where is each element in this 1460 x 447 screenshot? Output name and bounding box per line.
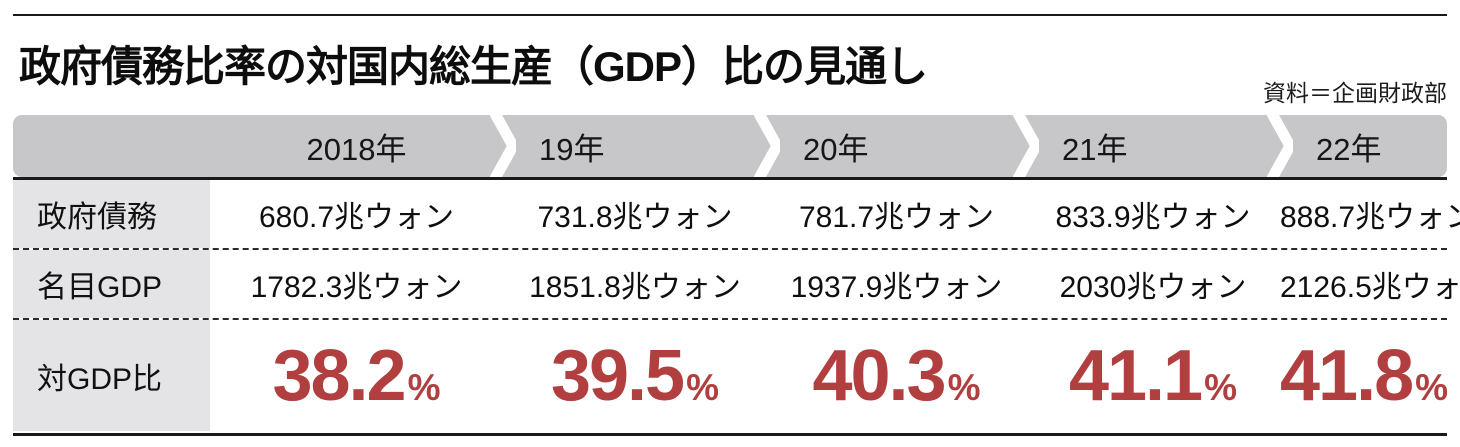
cell-debt-2018: 680.7兆ウォン	[258, 201, 455, 234]
chevron-right-icon	[1267, 115, 1293, 177]
percent-sign: %	[407, 366, 441, 408]
percent-sign: %	[947, 366, 981, 408]
table-body: 政府債務 680.7兆ウォン 731.8兆ウォン 781.7兆ウォン 833.9…	[13, 180, 1460, 431]
percent-sign: %	[1415, 366, 1449, 408]
header-divider	[13, 177, 1447, 180]
header-spacer	[13, 115, 210, 177]
top-divider	[13, 14, 1447, 16]
table-row-government-debt: 政府債務 680.7兆ウォン 731.8兆ウォン 781.7兆ウォン 833.9…	[13, 180, 1460, 250]
chevron-right-icon	[490, 115, 516, 177]
percent-sign: %	[1204, 366, 1238, 408]
source-credit: 資料＝企画財政部	[1263, 80, 1447, 106]
pct-2018: 38.2%	[210, 335, 503, 417]
pct-value: 41.8	[1280, 335, 1414, 416]
pct-value: 39.5	[550, 335, 685, 416]
cell-gdp-2018: 1782.3兆ウォン	[250, 271, 463, 304]
pct-21: 41.1%	[1026, 335, 1280, 417]
row-label-government-debt: 政府債務	[13, 180, 210, 248]
cell-debt-19: 731.8兆ウォン	[537, 201, 733, 234]
cell-gdp-20: 1937.9兆ウォン	[790, 271, 1003, 304]
page-title: 政府債務比率の対国内総生産（GDP）比の見通し	[19, 43, 928, 90]
cell-gdp-21: 2030兆ウォン	[1059, 271, 1247, 304]
year-header-22: 22年	[1316, 131, 1382, 167]
cell-gdp-22: 2126.5兆ウォン	[1280, 271, 1460, 304]
table-row-nominal-gdp: 名目GDP 1782.3兆ウォン 1851.8兆ウォン 1937.9兆ウォン 2…	[13, 250, 1460, 320]
row-label-nominal-gdp: 名目GDP	[13, 250, 210, 318]
year-header-row: 2018年 19年 20年 21年 22年	[13, 115, 1447, 177]
pct-value: 41.1	[1068, 335, 1203, 416]
chevron-right-icon	[754, 115, 780, 177]
year-header-20: 20年	[803, 131, 869, 167]
bottom-divider	[13, 433, 1447, 436]
pct-value: 40.3	[812, 335, 946, 416]
percent-sign: %	[686, 366, 720, 408]
row-label-gdp-ratio: 対GDP比	[13, 320, 210, 431]
cell-debt-20: 781.7兆ウォン	[798, 201, 995, 234]
cell-debt-22: 888.7兆ウォン	[1280, 201, 1460, 234]
table-row-gdp-ratio: 対GDP比 38.2% 39.5% 40.3% 41.1% 41.8%	[13, 320, 1449, 431]
pct-20: 40.3%	[767, 335, 1026, 417]
pct-value: 38.2	[272, 335, 406, 416]
cell-gdp-19: 1851.8兆ウォン	[529, 271, 741, 304]
pct-19: 39.5%	[503, 335, 767, 417]
year-header-21: 21年	[1062, 131, 1128, 167]
chevron-right-icon	[1013, 115, 1039, 177]
pct-22: 41.8%	[1280, 335, 1449, 417]
year-header-2018: 2018年	[306, 131, 407, 167]
year-header-19: 19年	[539, 131, 605, 167]
cell-debt-21: 833.9兆ウォン	[1055, 201, 1251, 234]
